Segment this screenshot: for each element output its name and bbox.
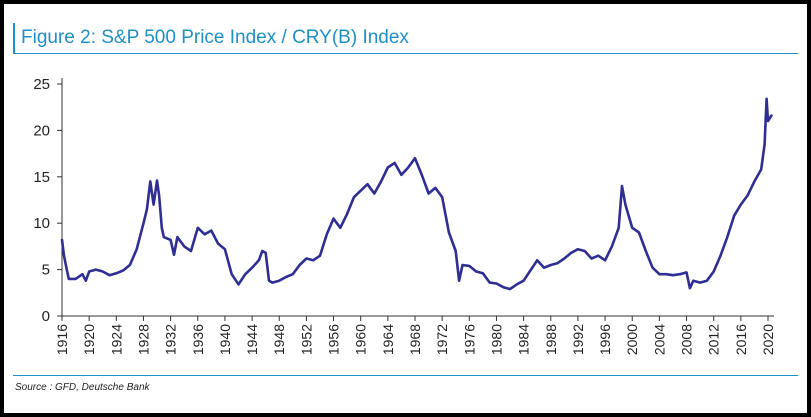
- figure-title: Figure 2: S&P 500 Price Index / CRY(B) I…: [21, 27, 409, 48]
- y-tick-label: 0: [42, 308, 50, 325]
- y-tick-label: 10: [33, 215, 50, 232]
- x-tick-label: 2004: [651, 324, 667, 355]
- x-tick-label: 1952: [298, 324, 314, 355]
- y-tick-label: 20: [33, 122, 50, 139]
- x-tick-label: 1920: [81, 324, 97, 355]
- footer-divider: [13, 375, 798, 376]
- x-tick-label: 1984: [516, 324, 532, 355]
- x-tick-label: 1988: [543, 324, 559, 355]
- x-tick-label: 1936: [190, 324, 206, 355]
- chart-panel: Figure 2: S&P 500 Price Index / CRY(B) I…: [4, 4, 807, 413]
- y-tick-label: 5: [42, 262, 50, 279]
- chart-axes: [61, 78, 774, 317]
- x-tick-label: 1956: [326, 324, 342, 355]
- x-tick-label: 2008: [679, 324, 695, 355]
- x-tick-label: 1916: [54, 324, 70, 355]
- x-tick-label: 2000: [624, 324, 640, 355]
- x-tick-label: 1992: [570, 324, 586, 355]
- x-tick-label: 1924: [108, 324, 124, 355]
- x-tick-label: 1964: [380, 324, 396, 355]
- figure-title-bar: Figure 2: S&P 500 Price Index / CRY(B) I…: [13, 23, 409, 53]
- x-tick-label: 2016: [733, 324, 749, 355]
- x-tick-label: 1948: [271, 324, 287, 355]
- y-tick-label: 15: [33, 169, 50, 186]
- x-tick-label: 1928: [135, 324, 151, 355]
- x-tick-label: 1940: [217, 324, 233, 355]
- title-divider: [13, 53, 798, 54]
- x-tick-label: 2012: [706, 324, 722, 355]
- source-note: Source : GFD, Deutsche Bank: [15, 382, 150, 393]
- x-tick-label: 1944: [244, 324, 260, 355]
- y-tick-label: 25: [33, 76, 50, 93]
- x-tick-label: 1972: [434, 324, 450, 355]
- x-tick-label: 1976: [461, 324, 477, 355]
- y-axis-ticks: 0 5 10 15 20 25: [33, 76, 62, 325]
- x-tick-label: 1968: [407, 324, 423, 355]
- x-tick-label: 1996: [597, 324, 613, 355]
- x-tick-label: 1960: [353, 324, 369, 355]
- x-tick-label: 2020: [760, 324, 776, 355]
- x-tick-label: 1932: [163, 324, 179, 355]
- x-tick-label: 1980: [488, 324, 504, 355]
- series-group: [60, 97, 773, 291]
- x-axis-ticks: 1916 1920 1924 1928 1932 1936 1940 1944 1948 1952…: [54, 316, 776, 355]
- series-line: [60, 97, 773, 291]
